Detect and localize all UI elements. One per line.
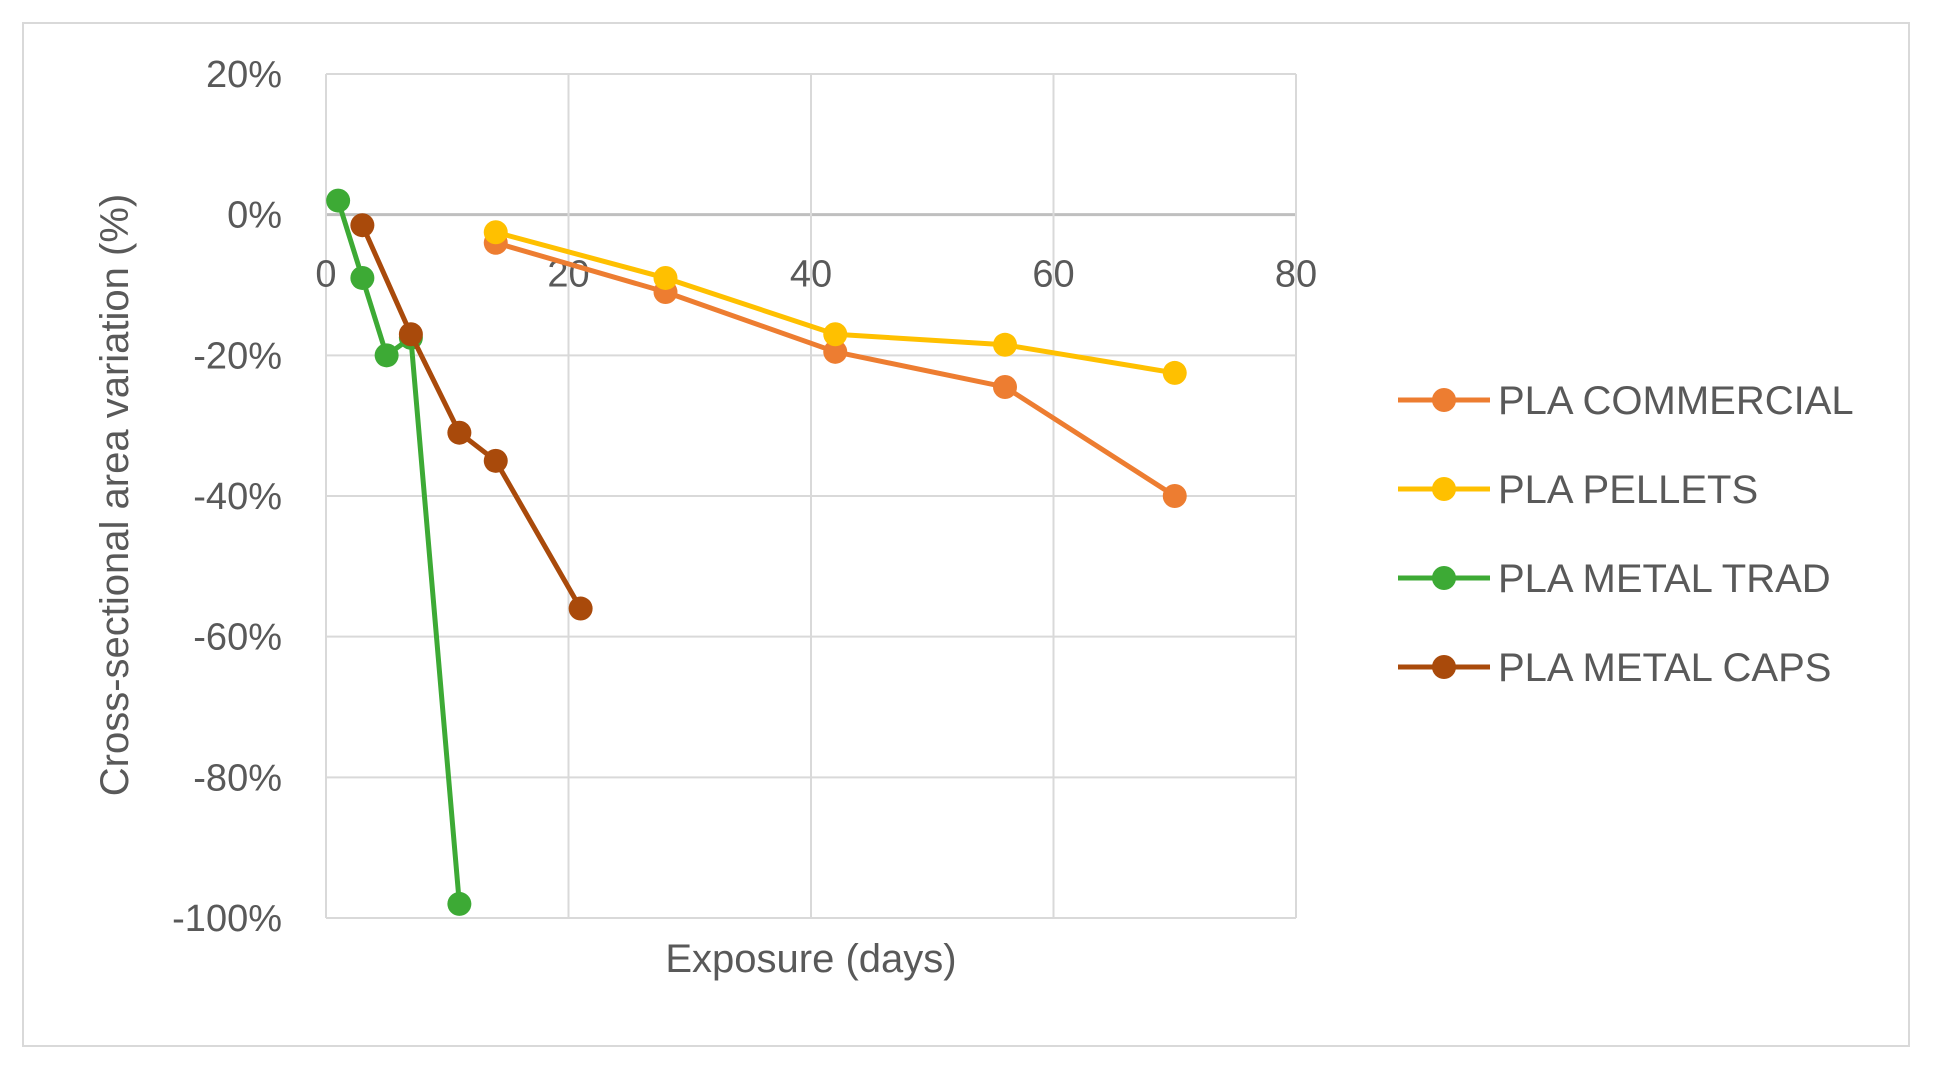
y-tick-label: -20% — [193, 335, 282, 377]
legend-item: PLA COMMERCIAL — [1398, 379, 1854, 423]
x-tick-label: 0 — [315, 254, 336, 296]
legend-item: PLA PELLETS — [1398, 468, 1758, 512]
series-pla-commercial — [483, 230, 1187, 508]
series-pla-pellets — [483, 220, 1187, 385]
y-tick-label: -80% — [193, 757, 282, 799]
x-tick-label: 80 — [1275, 254, 1317, 296]
data-point — [1162, 360, 1187, 385]
legend-swatch-marker — [1432, 477, 1456, 501]
data-point — [350, 213, 375, 238]
legend-swatch-marker — [1432, 388, 1456, 412]
data-point — [993, 374, 1017, 399]
series-pla-metal-trad — [326, 188, 472, 916]
legend: PLA COMMERCIAL PLA PELLETS PLA METAL TRAD P… — [1398, 379, 1854, 690]
legend-label: PLA PELLETS — [1498, 468, 1758, 512]
x-tick-label: 40 — [790, 254, 832, 296]
data-point — [653, 265, 678, 290]
series-layer — [326, 188, 1187, 916]
grid-layer — [325, 73, 1297, 919]
data-point — [568, 596, 593, 621]
legend-label: PLA METAL CAPS — [1498, 646, 1831, 690]
data-point — [823, 322, 848, 347]
data-point — [447, 420, 472, 445]
axis-layer: 20%0%-20%-40%-60%-80%-100%0 20 40 60 80 — [172, 54, 1317, 940]
y-tick-label: -100% — [172, 898, 282, 940]
legend-item: PLA METAL CAPS — [1398, 646, 1831, 690]
series-pla-metal-caps — [350, 213, 593, 621]
data-point — [1162, 484, 1187, 508]
y-tick-label: 20% — [206, 54, 282, 96]
legend-item: PLA METAL TRAD — [1398, 557, 1831, 601]
data-point — [350, 265, 375, 290]
legend-label: PLA COMMERCIAL — [1498, 379, 1854, 423]
legend-swatch-marker — [1432, 655, 1456, 679]
data-point — [483, 448, 508, 473]
data-point — [374, 343, 399, 368]
y-tick-label: -40% — [193, 476, 282, 518]
x-tick-label: 60 — [1032, 254, 1074, 296]
y-axis-title: Cross-sectional area variation (%) — [93, 194, 137, 796]
data-point — [398, 322, 423, 347]
data-point — [326, 188, 351, 213]
data-point — [483, 220, 508, 245]
data-point — [993, 332, 1017, 357]
data-point — [823, 339, 848, 364]
x-axis-title: Exposure (days) — [665, 937, 956, 981]
y-tick-label: -60% — [193, 617, 282, 659]
data-point — [447, 891, 472, 916]
legend-label: PLA METAL TRAD — [1498, 557, 1831, 601]
y-tick-label: 0% — [227, 195, 282, 237]
legend-swatch-marker — [1432, 566, 1456, 590]
